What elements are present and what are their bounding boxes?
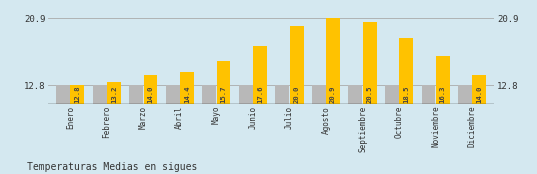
Bar: [312, 85, 326, 104]
Bar: [180, 72, 194, 104]
Text: 12.8: 12.8: [74, 86, 81, 103]
Bar: [349, 85, 362, 104]
Bar: [202, 85, 216, 104]
Bar: [143, 76, 157, 104]
Bar: [70, 85, 84, 104]
Text: 16.3: 16.3: [440, 86, 446, 103]
Text: 14.4: 14.4: [184, 86, 190, 103]
Bar: [56, 85, 70, 104]
Bar: [399, 38, 413, 104]
Text: 20.9: 20.9: [330, 86, 336, 103]
Bar: [275, 85, 289, 104]
Text: 20.0: 20.0: [294, 86, 300, 103]
Text: Temperaturas Medias en sigues: Temperaturas Medias en sigues: [27, 162, 197, 172]
Text: 18.5: 18.5: [403, 86, 409, 103]
Bar: [253, 46, 267, 104]
Bar: [385, 85, 399, 104]
Bar: [473, 76, 486, 104]
Bar: [436, 56, 449, 104]
Text: 20.5: 20.5: [367, 86, 373, 103]
Text: 15.7: 15.7: [221, 86, 227, 103]
Text: 14.0: 14.0: [476, 86, 482, 103]
Bar: [93, 85, 107, 104]
Bar: [129, 85, 143, 104]
Text: 14.0: 14.0: [148, 86, 154, 103]
Bar: [239, 85, 253, 104]
Text: 17.6: 17.6: [257, 86, 263, 103]
Bar: [107, 82, 121, 104]
Bar: [458, 85, 472, 104]
Bar: [326, 18, 340, 104]
Bar: [422, 85, 436, 104]
Bar: [362, 22, 376, 104]
Bar: [289, 26, 303, 104]
Bar: [166, 85, 180, 104]
Text: 13.2: 13.2: [111, 86, 117, 103]
Bar: [216, 61, 230, 104]
